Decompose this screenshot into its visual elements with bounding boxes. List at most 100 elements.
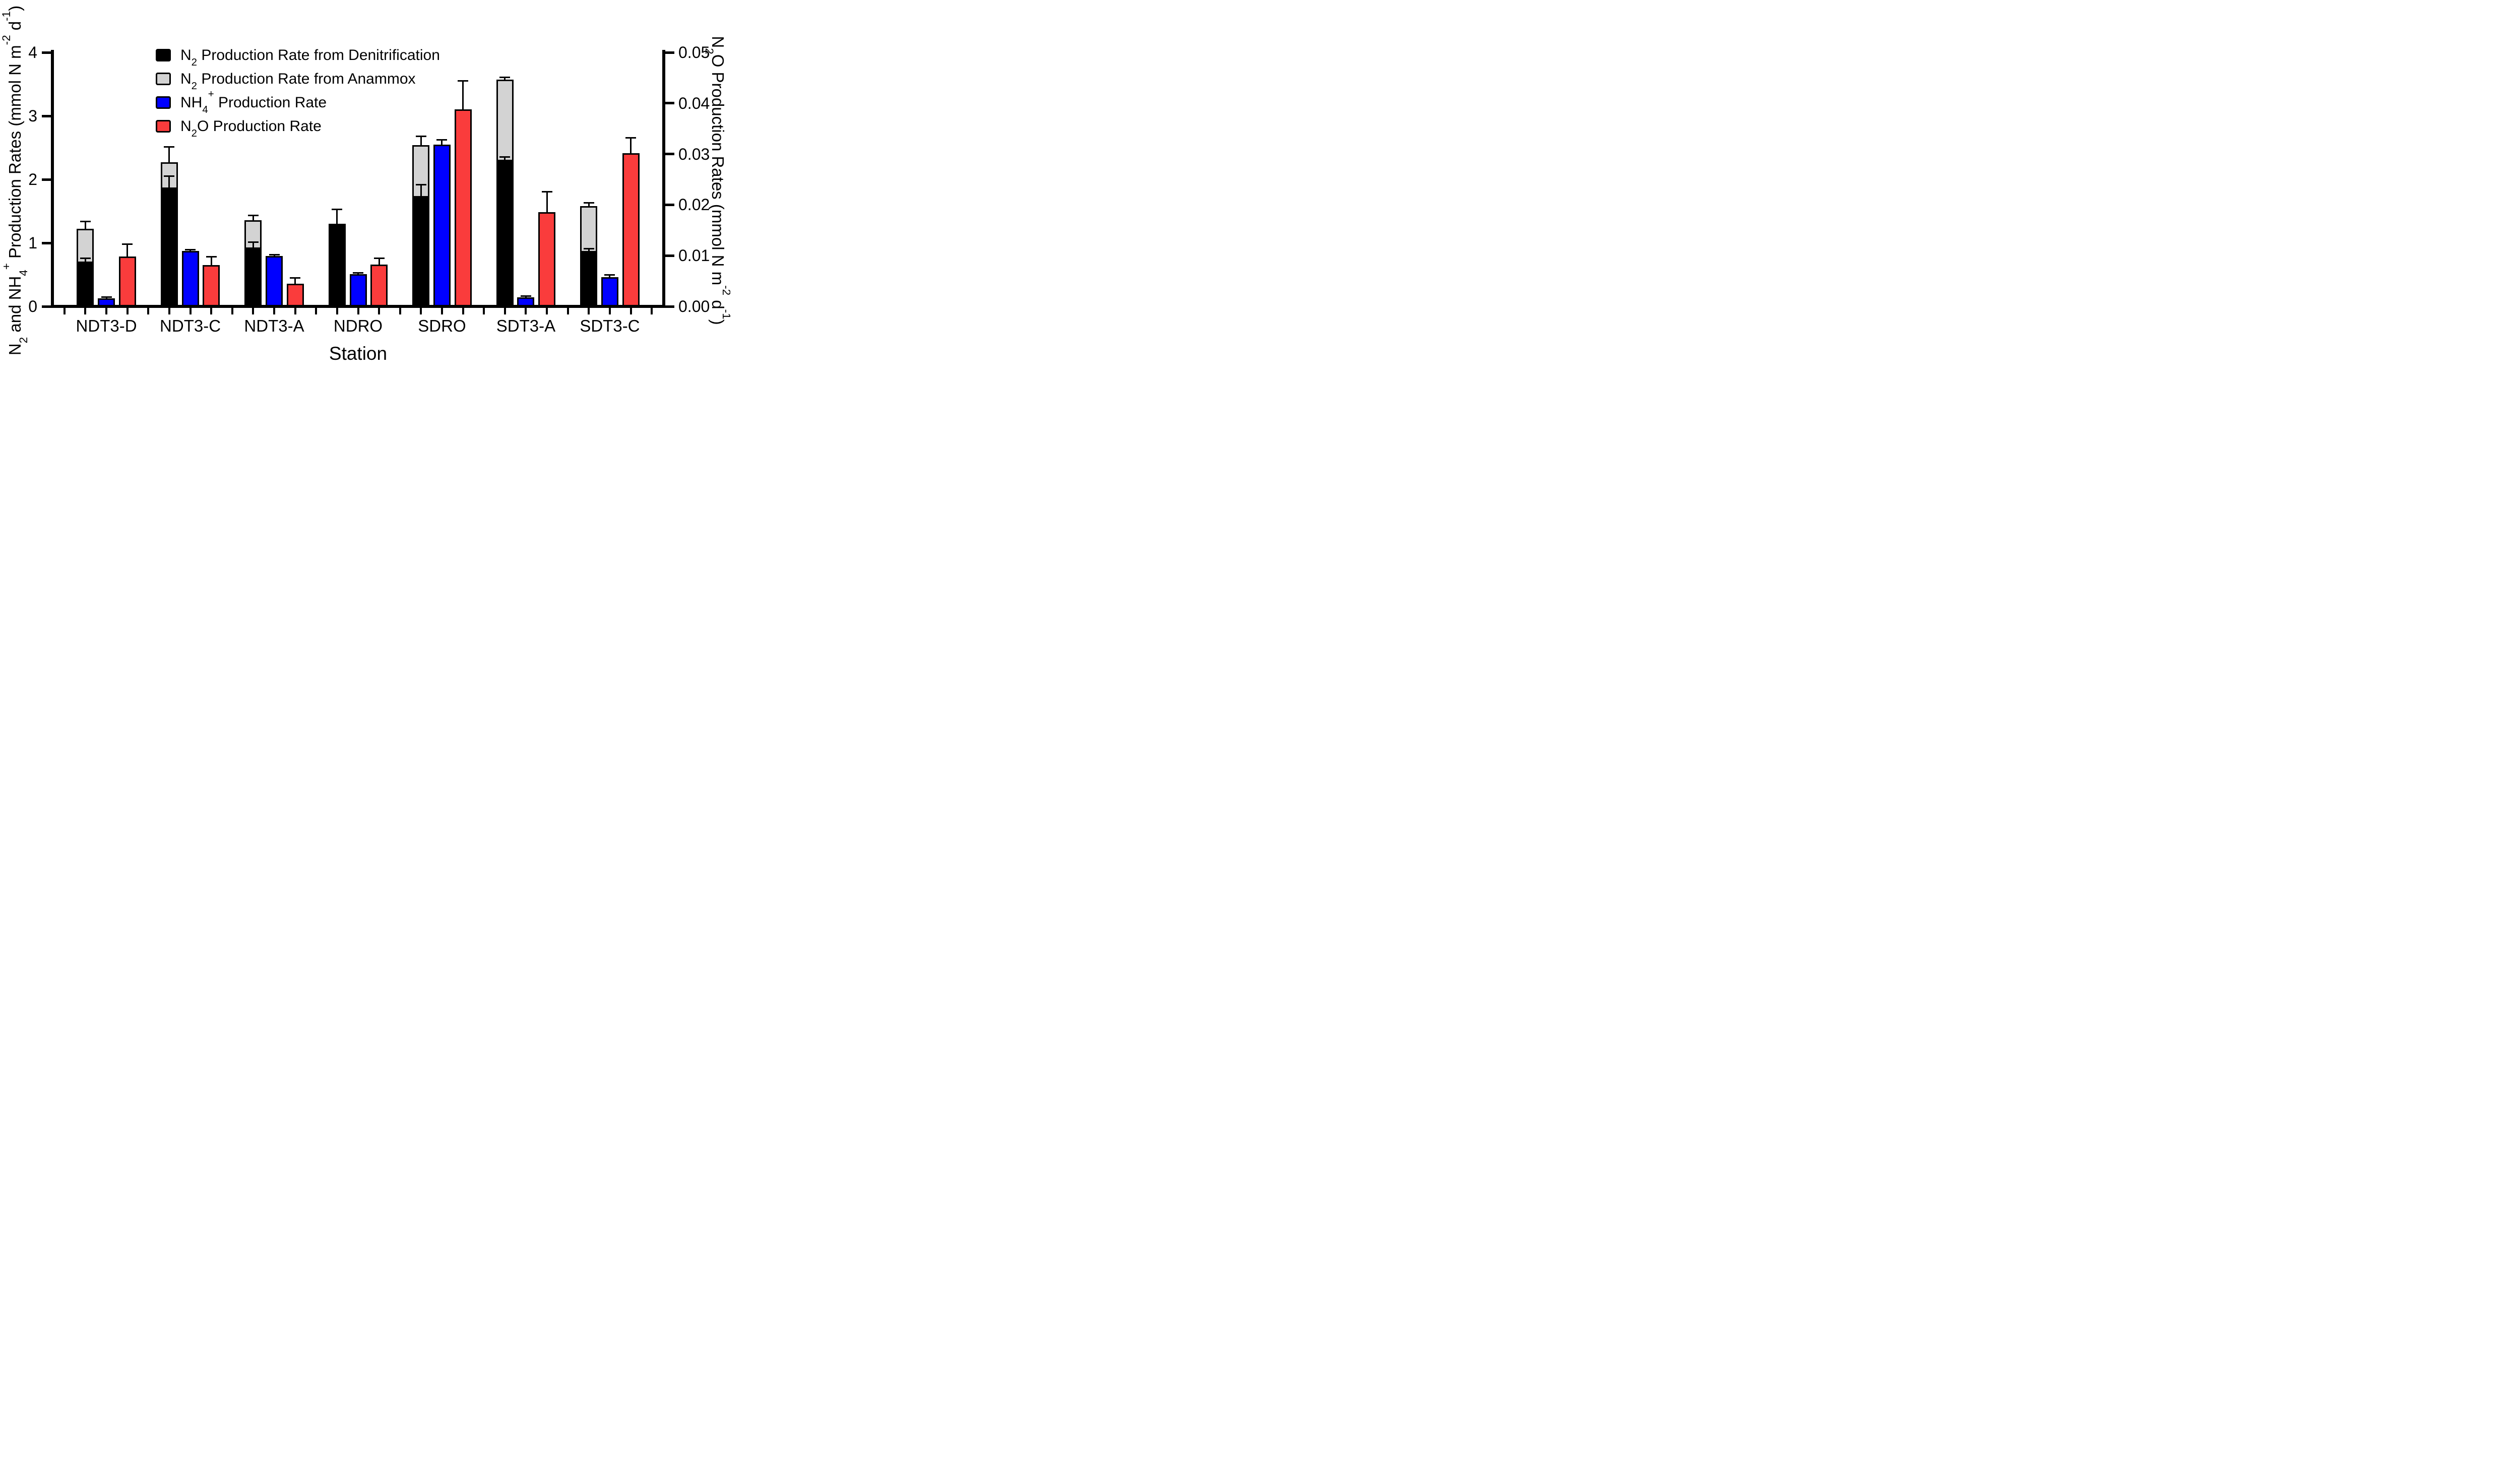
error-bar-cap-nh4-SDT3-C xyxy=(604,274,615,276)
x-axis-tick xyxy=(503,308,506,314)
right-axis-tick xyxy=(665,102,674,105)
left-axis-tick xyxy=(42,114,51,117)
bar-nh4-SDT3-A xyxy=(517,297,535,306)
error-bar-stem-stack-total-NDT3-D xyxy=(84,221,86,229)
bar-nh4-SDRO xyxy=(433,144,451,306)
bar-nh4-NDT3-A xyxy=(266,256,283,306)
bar-denitrification-SDT3-C xyxy=(580,251,598,306)
error-bar-stem-denitrification-NDT3-A xyxy=(252,242,254,247)
x-axis-tick xyxy=(336,308,338,314)
legend-swatch-2 xyxy=(156,96,171,109)
error-bar-stem-nh4-SDRO xyxy=(441,140,443,145)
bar-nh4-SDT3-C xyxy=(601,277,618,306)
error-bar-cap-nh4-SDRO xyxy=(436,139,448,141)
x-axis-tick xyxy=(462,308,464,314)
bar-denitrification-NDT3-C xyxy=(160,187,178,306)
right-axis-tick-label: 0.02 xyxy=(678,196,710,214)
bar-n2o-NDT3-C xyxy=(203,265,220,306)
x-axis-tick xyxy=(566,308,569,314)
station-label-NDT3-A: NDT3-A xyxy=(244,316,304,335)
legend-swatch-3 xyxy=(156,120,171,133)
x-axis-tick xyxy=(210,308,213,314)
station-label-NDRO: NDRO xyxy=(333,316,383,335)
right-axis-tick-label: 0.03 xyxy=(678,145,710,163)
bar-nh4-NDT3-D xyxy=(98,298,115,306)
x-axis-tick xyxy=(483,308,485,314)
legend-label-1: N2 Production Rate from Anammox xyxy=(180,70,416,92)
bar-denitrification-NDT3-A xyxy=(244,247,262,306)
bar-denitrification-SDRO xyxy=(412,196,430,306)
left-axis-tick-label: 1 xyxy=(28,234,37,252)
x-axis-tick xyxy=(525,308,527,314)
bar-chart-figure: N2 and NH4+ Production Rates (mmol N m-2… xyxy=(0,0,730,367)
error-bar-stem-n2o-SDT3-C xyxy=(630,138,632,153)
x-axis-tick xyxy=(357,308,359,314)
right-axis-tick xyxy=(665,153,674,156)
x-axis-tick xyxy=(315,308,318,314)
error-bar-stem-nh4-SDT3-C xyxy=(609,275,611,278)
x-axis-tick xyxy=(588,308,590,314)
x-axis-tick xyxy=(294,308,296,314)
legend-label-2: NH4+ Production Rate xyxy=(180,88,327,115)
error-bar-cap-stack-total-SDT3-A xyxy=(499,76,511,78)
left-axis-tick-label: 2 xyxy=(28,170,37,188)
error-bar-cap-denitrification-NDT3-A xyxy=(247,241,259,243)
bar-denitrification-NDRO xyxy=(328,224,346,306)
bar-n2o-NDRO xyxy=(370,265,388,306)
error-bar-cap-stack-total-SDT3-C xyxy=(583,202,594,204)
right-axis-tick-label: 0.00 xyxy=(678,297,710,315)
legend-label-0: N2 Production Rate from Denitrification xyxy=(180,46,440,68)
error-bar-stem-n2o-NDT3-A xyxy=(294,278,296,284)
error-bar-cap-n2o-NDRO xyxy=(373,257,385,259)
error-bar-cap-nh4-SDT3-A xyxy=(520,295,531,297)
error-bar-cap-denitrification-NDRO xyxy=(332,208,343,210)
error-bar-cap-n2o-NDT3-A xyxy=(290,277,301,279)
right-y-axis-line xyxy=(662,50,665,308)
left-axis-tick xyxy=(42,51,51,54)
x-axis-tick xyxy=(440,308,443,314)
error-bar-cap-n2o-SDT3-C xyxy=(625,137,637,139)
error-bar-cap-stack-total-SDRO xyxy=(415,135,426,137)
error-bar-cap-denitrification-SDRO xyxy=(415,183,426,185)
right-axis-tick-label: 0.05 xyxy=(678,43,710,61)
left-axis-tick-label: 4 xyxy=(28,43,37,61)
error-bar-cap-nh4-NDT3-A xyxy=(269,254,280,256)
x-axis-tick xyxy=(378,308,381,314)
x-axis-tick xyxy=(168,308,170,314)
legend: N2 Production Rate from Denitrification N… xyxy=(156,43,440,139)
bar-denitrification-SDT3-A xyxy=(496,159,514,306)
bar-anammox-SDT3-C xyxy=(580,206,598,253)
left-y-axis-line xyxy=(51,50,54,308)
bar-denitrification-NDT3-D xyxy=(77,261,94,306)
error-bar-stem-n2o-NDRO xyxy=(378,258,380,265)
error-bar-stem-n2o-NDT3-D xyxy=(127,244,129,257)
legend-item-1: N2 Production Rate from Anammox xyxy=(156,67,440,91)
left-axis-tick xyxy=(42,305,51,308)
error-bar-stem-stack-total-SDT3-A xyxy=(504,77,506,80)
error-bar-stem-denitrification-NDRO xyxy=(336,209,338,224)
legend-swatch-0 xyxy=(156,49,171,61)
error-bar-cap-nh4-NDRO xyxy=(353,272,363,274)
error-bar-cap-stack-total-NDT3-D xyxy=(80,220,91,222)
x-axis-tick xyxy=(399,308,401,314)
error-bar-cap-denitrification-NDT3-D xyxy=(80,257,91,259)
x-axis-tick xyxy=(147,308,150,314)
station-label-NDT3-C: NDT3-C xyxy=(160,316,221,335)
error-bar-cap-denitrification-SDT3-A xyxy=(499,156,511,158)
error-bar-stem-denitrification-SDT3-A xyxy=(504,157,506,160)
station-label-NDT3-D: NDT3-D xyxy=(76,316,137,335)
bar-nh4-NDT3-C xyxy=(181,251,199,306)
error-bar-stem-stack-total-NDT3-A xyxy=(252,215,254,220)
right-axis-tick xyxy=(665,203,674,206)
legend-swatch-1 xyxy=(156,73,171,85)
right-axis-tick-label: 0.01 xyxy=(678,246,710,265)
bar-n2o-SDT3-A xyxy=(538,212,556,306)
error-bar-cap-nh4-NDT3-C xyxy=(185,249,196,251)
bar-n2o-SDRO xyxy=(454,109,472,306)
x-axis-tick xyxy=(420,308,422,314)
error-bar-cap-n2o-SDRO xyxy=(458,80,469,82)
error-bar-cap-n2o-NDT3-D xyxy=(122,243,133,245)
legend-label-3: N2O Production Rate xyxy=(180,117,322,139)
station-label-SDT3-C: SDT3-C xyxy=(580,316,640,335)
right-axis-tick xyxy=(665,254,674,257)
